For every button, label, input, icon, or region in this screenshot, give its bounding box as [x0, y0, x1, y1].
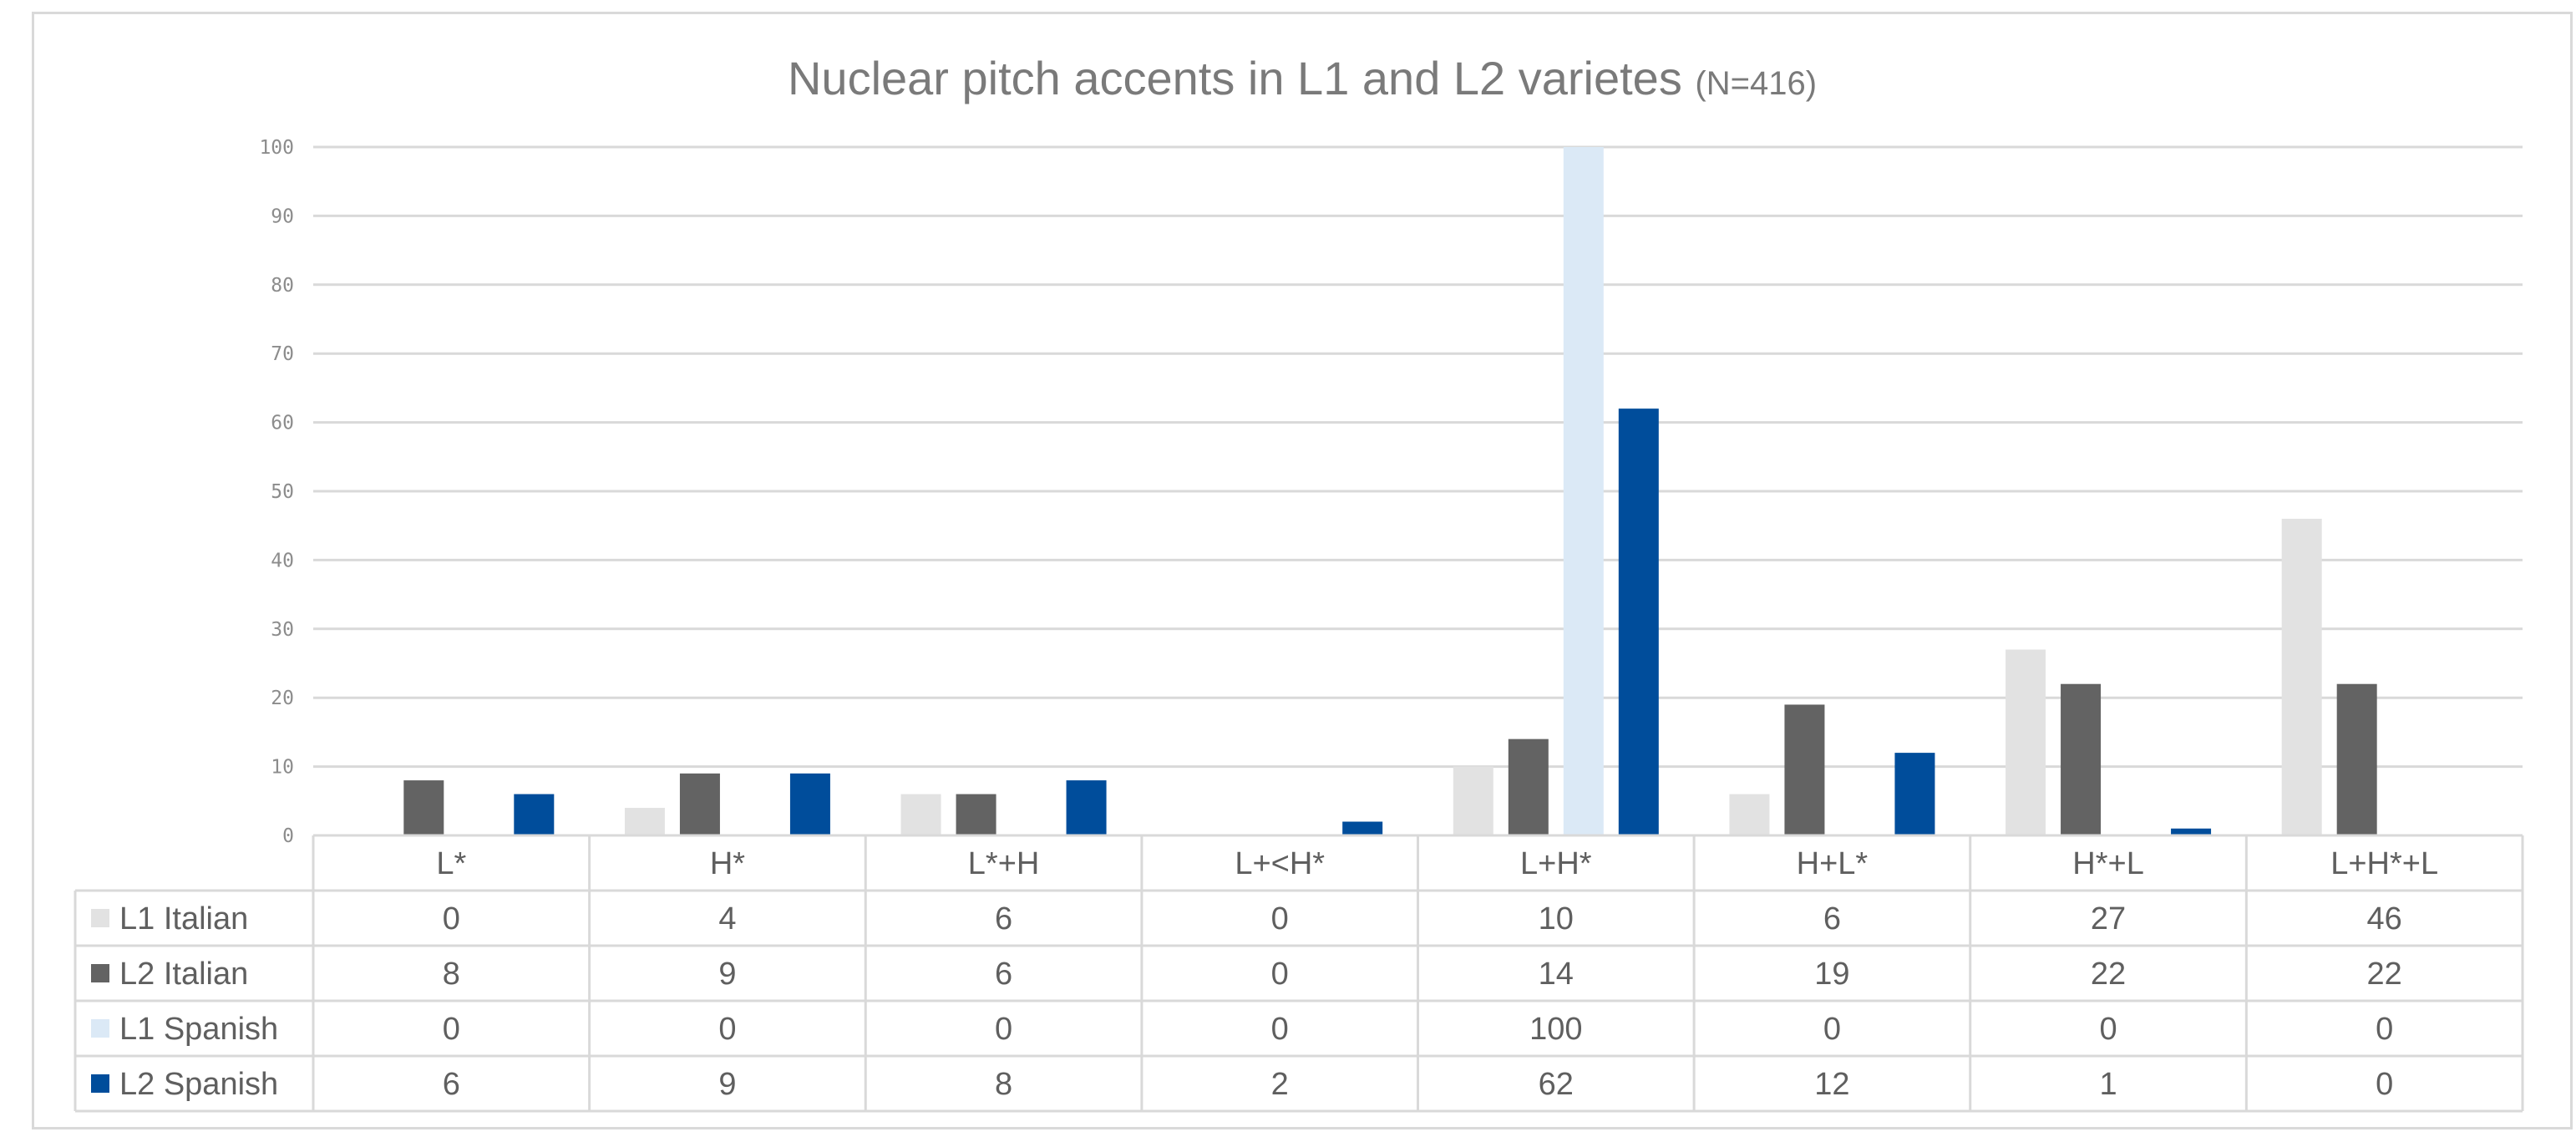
legend-key [91, 909, 109, 927]
category-label: H+L* [1797, 846, 1869, 881]
data-table-cell: 8 [995, 1067, 1012, 1102]
bar-l1-italian-4 [1453, 766, 1493, 835]
y-tick-label: 60 [271, 413, 294, 434]
data-table-cell: 62 [1539, 1067, 1574, 1102]
bar-l1-italian-2 [900, 794, 941, 835]
chart-title-sample-size: (N=416) [1695, 65, 1818, 102]
y-tick-label: 70 [271, 343, 294, 365]
legend-key [91, 1074, 109, 1093]
bar-l2-spanish-3 [1342, 821, 1383, 835]
y-tick-label: 50 [271, 481, 294, 503]
bar-l2-spanish-0 [514, 794, 555, 835]
data-table-cell: 46 [2367, 901, 2402, 937]
bar-l2-italian-5 [1784, 704, 1825, 835]
legend-label: L2 Spanish [119, 1067, 278, 1102]
legend-key [91, 1019, 109, 1038]
data-table-cell: 6 [995, 901, 1012, 937]
data-table-cell: 0 [718, 1012, 736, 1047]
category-label: L+H*+L [2330, 846, 2438, 881]
bar-l2-spanish-2 [1066, 780, 1107, 835]
bar-l2-italian-6 [2061, 683, 2102, 835]
data-table-cell: 9 [718, 957, 736, 992]
legend-label: L1 Spanish [119, 1012, 278, 1047]
chart-title: Nuclear pitch accents in L1 and L2 varie… [34, 51, 2570, 105]
legend-key [91, 964, 109, 982]
data-table-cell: 27 [2091, 901, 2126, 937]
y-tick-label: 100 [259, 137, 294, 159]
data-table-cell: 1 [2099, 1067, 2117, 1102]
y-tick-label: 30 [271, 619, 294, 641]
legend-label: L1 Italian [119, 901, 248, 937]
category-label: H*+L [2072, 846, 2144, 881]
data-table-cell: 0 [1823, 1012, 1841, 1047]
data-table-cell: 6 [995, 957, 1012, 992]
bar-l1-italian-1 [624, 808, 665, 835]
data-table-cell: 0 [2376, 1067, 2393, 1102]
bar-l1-italian-6 [2006, 649, 2046, 835]
data-table-cell: 8 [443, 957, 460, 992]
bar-l2-italian-4 [1508, 739, 1549, 835]
data-table-cell: 4 [718, 901, 736, 937]
category-label: L* [436, 846, 466, 881]
data-table-cell: 9 [718, 1067, 736, 1102]
bar-l1-spanish-4 [1563, 147, 1604, 835]
data-table-cell: 0 [2099, 1012, 2117, 1047]
data-table-cell: 2 [1271, 1067, 1289, 1102]
data-table-cell: 0 [1271, 957, 1289, 992]
data-table-cell: 0 [443, 901, 460, 937]
data-table-cell: 22 [2091, 957, 2126, 992]
y-tick-label: 10 [271, 757, 294, 779]
data-table-cell: 0 [995, 1012, 1012, 1047]
y-tick-label: 80 [271, 275, 294, 297]
data-table-cell: 100 [1529, 1012, 1582, 1047]
data-table-cell: 0 [1271, 901, 1289, 937]
y-tick-label: 40 [271, 550, 294, 571]
data-table-cell: 6 [1823, 901, 1841, 937]
data-table-cell: 22 [2367, 957, 2402, 992]
bar-l1-italian-7 [2281, 518, 2322, 835]
chart-frame: Nuclear pitch accents in L1 and L2 varie… [32, 12, 2573, 1129]
bar-l2-spanish-4 [1618, 409, 1659, 835]
category-label: L+H* [1520, 846, 1592, 881]
bar-l2-spanish-1 [789, 773, 830, 835]
chart-title-main: Nuclear pitch accents in L1 and L2 varie… [787, 52, 1682, 104]
bar-l2-italian-2 [956, 794, 996, 835]
bar-l2-spanish-6 [2171, 828, 2212, 835]
data-table-cell: 6 [443, 1067, 460, 1102]
bar-l2-italian-1 [679, 773, 720, 835]
data-table-cell: 12 [1814, 1067, 1849, 1102]
legend-label: L2 Italian [119, 957, 248, 992]
bar-l2-spanish-5 [1894, 753, 1935, 835]
bar-l2-italian-0 [403, 780, 444, 835]
data-table-cell: 10 [1539, 901, 1574, 937]
category-label: L*+H [968, 846, 1040, 881]
data-table-cell: 19 [1814, 957, 1849, 992]
bar-l1-italian-5 [1729, 794, 1770, 835]
bar-l2-italian-7 [2336, 683, 2377, 835]
data-table-cell: 14 [1539, 957, 1574, 992]
y-tick-label: 0 [282, 825, 294, 847]
data-table-cell: 0 [2376, 1012, 2393, 1047]
category-label: L+<H* [1235, 846, 1325, 881]
data-table-cell: 0 [443, 1012, 460, 1047]
y-tick-label: 20 [271, 688, 294, 709]
data-table-cell: 0 [1271, 1012, 1289, 1047]
y-tick-label: 90 [271, 206, 294, 227]
category-label: H* [710, 846, 745, 881]
